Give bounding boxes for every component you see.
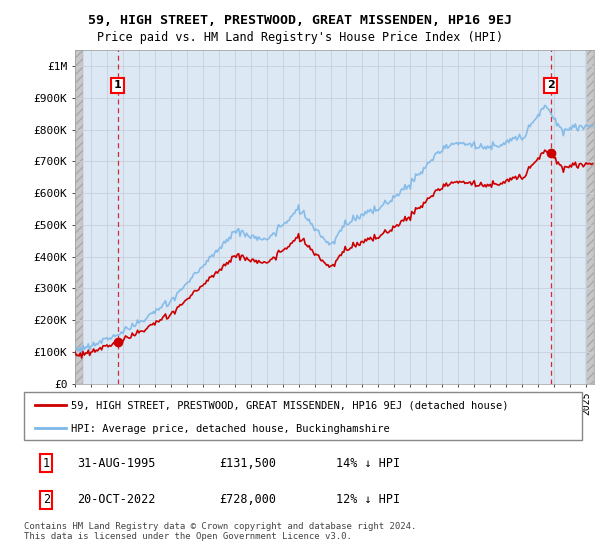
Text: 12% ↓ HPI: 12% ↓ HPI — [337, 493, 401, 506]
Text: 31-AUG-1995: 31-AUG-1995 — [77, 457, 155, 470]
Text: 1: 1 — [114, 80, 122, 90]
Text: HPI: Average price, detached house, Buckinghamshire: HPI: Average price, detached house, Buck… — [71, 424, 390, 433]
Text: 2: 2 — [43, 493, 50, 506]
Bar — [75, 35, 83, 384]
Text: 20-OCT-2022: 20-OCT-2022 — [77, 493, 155, 506]
Text: 14% ↓ HPI: 14% ↓ HPI — [337, 457, 401, 470]
Text: 59, HIGH STREET, PRESTWOOD, GREAT MISSENDEN, HP16 9EJ: 59, HIGH STREET, PRESTWOOD, GREAT MISSEN… — [88, 14, 512, 27]
Text: £131,500: £131,500 — [220, 457, 276, 470]
Text: 2: 2 — [547, 80, 554, 90]
Text: Price paid vs. HM Land Registry's House Price Index (HPI): Price paid vs. HM Land Registry's House … — [97, 31, 503, 44]
Text: £728,000: £728,000 — [220, 493, 276, 506]
Text: 1: 1 — [43, 457, 50, 470]
Bar — [586, 35, 594, 384]
Text: 59, HIGH STREET, PRESTWOOD, GREAT MISSENDEN, HP16 9EJ (detached house): 59, HIGH STREET, PRESTWOOD, GREAT MISSEN… — [71, 401, 509, 411]
Text: Contains HM Land Registry data © Crown copyright and database right 2024.
This d: Contains HM Land Registry data © Crown c… — [24, 522, 416, 542]
